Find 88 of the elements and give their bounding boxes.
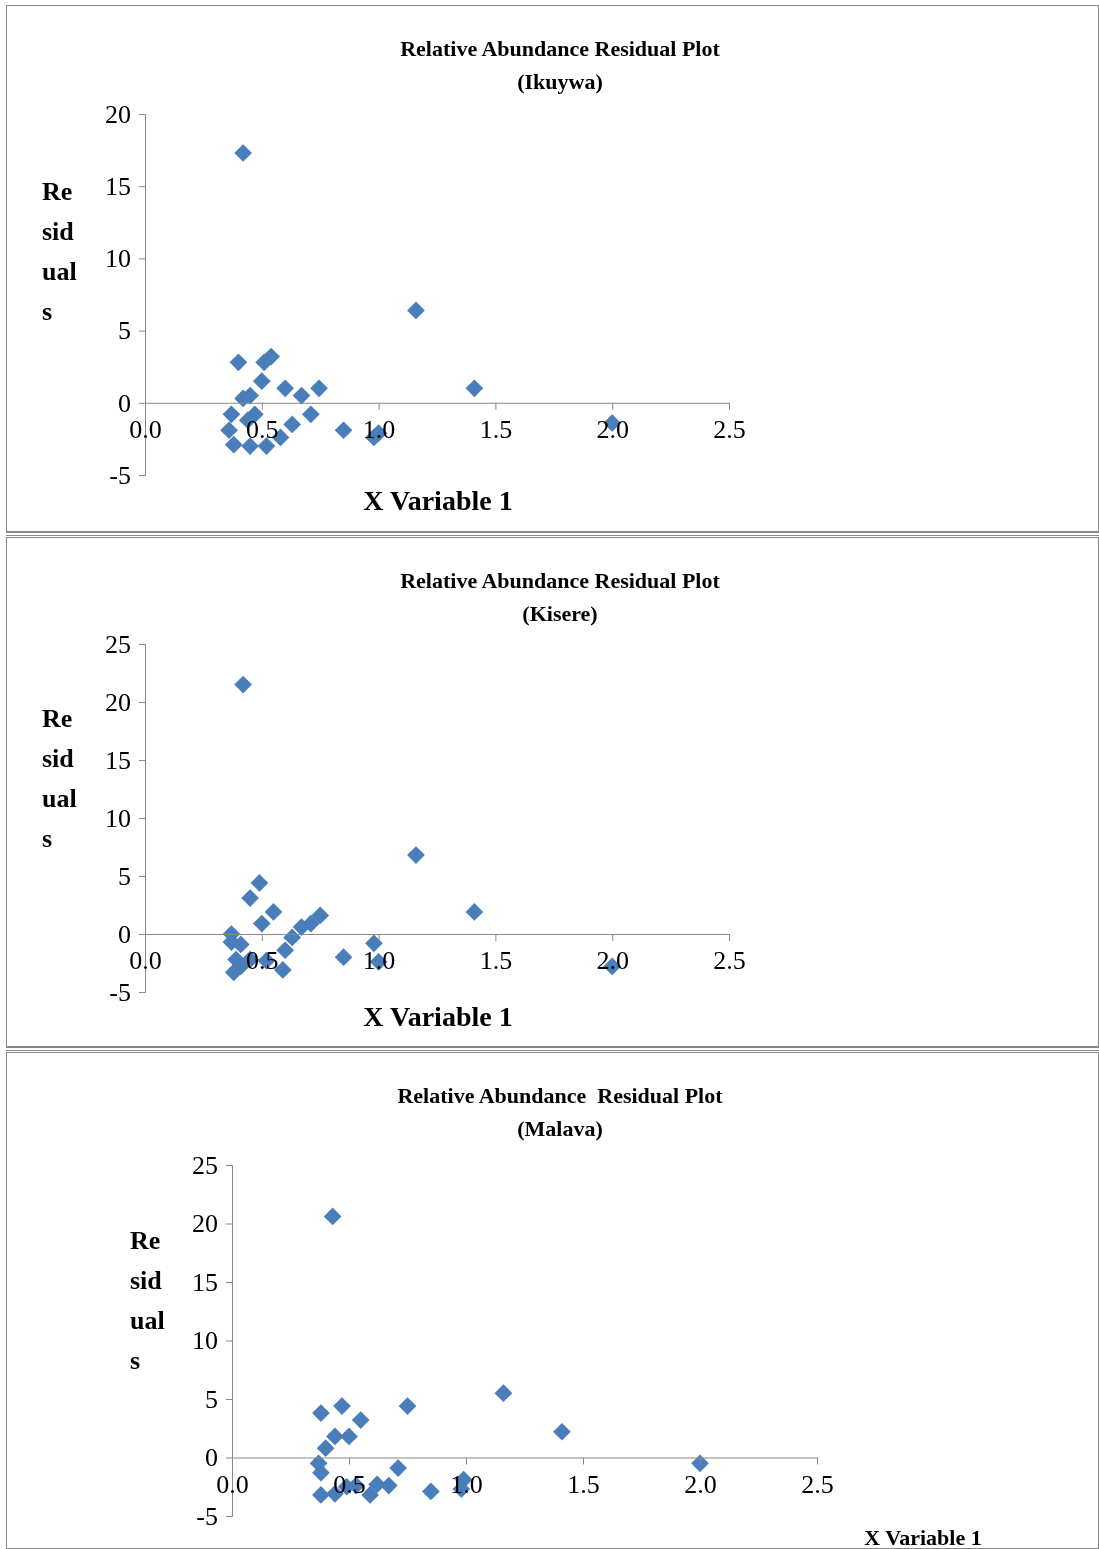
x-tick-label: 0.0	[129, 946, 162, 976]
x-tick-label: 2.5	[801, 1469, 834, 1499]
point	[407, 846, 425, 864]
point	[334, 421, 353, 440]
x-axis-title: X Variable 1	[864, 1525, 982, 1549]
chart-subtitle: (Malava)	[517, 1116, 603, 1141]
y-tick-label: 0	[118, 919, 131, 949]
y-axis-title: Residuals	[42, 176, 78, 328]
x-tick-label: 2.5	[713, 415, 746, 445]
chart-title: Relative Abundance Residual Plot	[400, 36, 721, 61]
point	[283, 415, 302, 434]
y-tick-label: 0	[118, 388, 131, 418]
y-tick-label: 5	[118, 316, 131, 346]
point	[422, 1482, 440, 1501]
y-tick-label: 10	[105, 803, 131, 833]
chart-title: Relative Abundance Residual Plot	[400, 568, 721, 593]
point	[326, 1427, 344, 1446]
point	[312, 1404, 330, 1422]
point	[250, 874, 269, 892]
point	[224, 435, 243, 454]
y-tick-label: 10	[105, 244, 131, 274]
point	[276, 379, 295, 398]
point	[389, 1459, 407, 1477]
point	[312, 1486, 330, 1504]
x-axis-title: X Variable 1	[363, 1001, 513, 1032]
point	[323, 1207, 342, 1226]
y-tick-label: 15	[105, 172, 131, 202]
point	[316, 1439, 335, 1457]
point	[691, 1454, 709, 1473]
point	[368, 1475, 386, 1494]
x-tick-label: 2.0	[596, 415, 629, 445]
point	[553, 1422, 571, 1441]
point	[255, 353, 273, 372]
y-tick-label: 15	[105, 745, 131, 775]
point	[292, 386, 311, 405]
y-tick-label: 25	[105, 629, 131, 659]
y-axis-title: Residuals	[42, 703, 78, 855]
y-tick-label: -5	[109, 977, 131, 1007]
point	[465, 379, 484, 398]
x-tick-label: 0.0	[129, 415, 162, 445]
y-tick-label: 15	[192, 1267, 218, 1297]
point	[333, 1397, 351, 1415]
y-tick-label: 5	[205, 1384, 218, 1414]
point	[310, 379, 328, 398]
point	[351, 1411, 370, 1429]
x-tick-label: 2.5	[713, 946, 746, 976]
point	[241, 437, 259, 455]
y-axis-title: Residuals	[130, 1225, 166, 1377]
point	[276, 941, 295, 960]
y-tick-label: 5	[118, 861, 131, 891]
x-tick-label: 1.5	[567, 1469, 600, 1499]
y-tick-label: -5	[196, 1501, 218, 1531]
point	[283, 928, 302, 947]
point	[311, 906, 330, 925]
point	[241, 889, 259, 907]
chart-subtitle: (Ikuywa)	[517, 69, 603, 94]
y-tick-label: 20	[105, 687, 131, 717]
point	[340, 1427, 358, 1446]
chart-title: Relative Abundance Residual Plot	[397, 1083, 724, 1108]
chart-subtitle: (Kisere)	[522, 601, 598, 626]
point	[234, 675, 252, 694]
x-tick-label: 1.5	[479, 946, 513, 976]
y-tick-label: 25	[192, 1150, 218, 1180]
point	[252, 372, 271, 390]
y-tick-label: 10	[192, 1326, 218, 1356]
point	[252, 914, 271, 933]
point	[465, 903, 484, 921]
point	[220, 421, 238, 440]
y-tick-label: 20	[105, 99, 131, 129]
x-tick-label: 0.0	[216, 1469, 249, 1499]
point	[407, 301, 425, 320]
y-tick-label: 0	[205, 1443, 218, 1473]
x-tick-label: 2.0	[684, 1469, 717, 1499]
x-tick-label: 1.5	[479, 415, 513, 445]
point	[264, 903, 283, 921]
point	[234, 144, 252, 162]
point	[302, 405, 320, 424]
y-tick-label: 20	[192, 1209, 218, 1239]
point	[257, 437, 276, 455]
x-axis-title: X Variable 1	[363, 485, 513, 516]
point	[334, 948, 353, 967]
point	[494, 1384, 513, 1403]
x-tick-label: 2.0	[596, 946, 629, 976]
point	[222, 405, 241, 424]
point	[229, 353, 248, 372]
point	[398, 1397, 417, 1415]
x-tick-label: 0.5	[246, 415, 279, 445]
y-tick-label: -5	[109, 460, 131, 490]
